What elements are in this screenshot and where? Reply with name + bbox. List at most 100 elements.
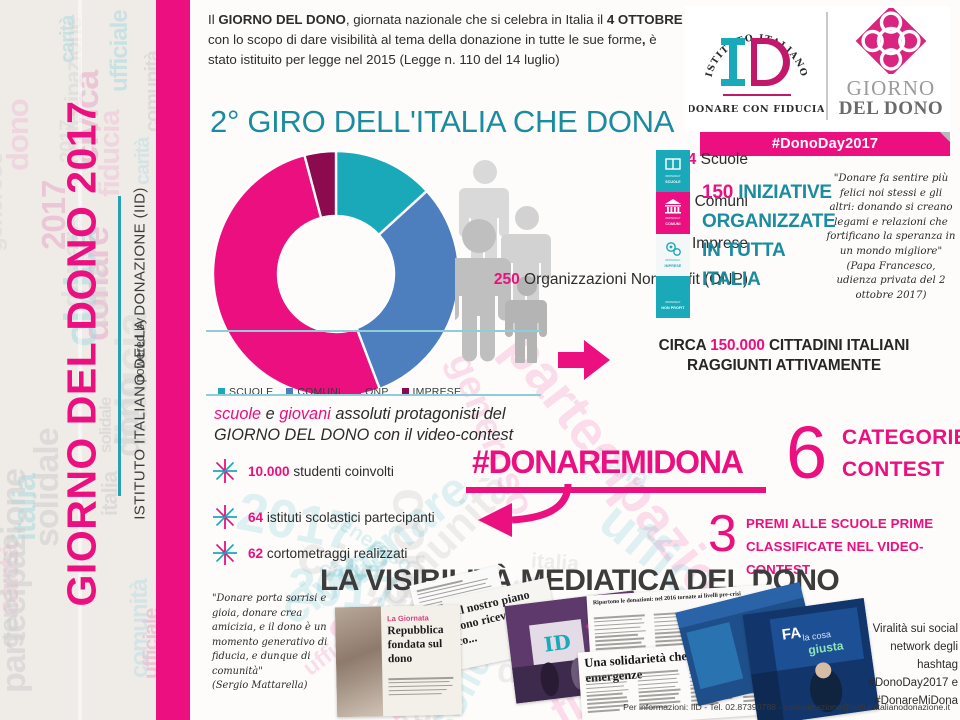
legend-swatch [218, 388, 225, 395]
hashtag-underline [466, 487, 766, 493]
bullet-label: studenti coinvolti [289, 464, 394, 479]
main-wordcloud-watermark: civicadonareufficialecomunitàfiducia2017… [190, 0, 960, 720]
star-bullet-icon [212, 504, 238, 530]
intro-segment-3: 4 OTTOBRE [606, 12, 683, 27]
tile-hashtag: #DONODAY [665, 259, 681, 262]
circa-suffix: CITTADINI ITALIANI [764, 337, 910, 354]
pope-quote: "Donare fa sentire più felici noi stessi… [826, 172, 956, 303]
intro-segment-2: , giornata nazionale che si celebra in I… [345, 12, 607, 27]
legend-label: IMPRESE [412, 386, 462, 398]
circa-top-rule [206, 330, 541, 332]
circa-number: 150.000 [710, 337, 765, 354]
hashtag-donaremidona: #DONAREMIDONA [472, 444, 744, 480]
sidebar-magenta-bar [156, 0, 190, 720]
six-number: 6 [786, 411, 828, 494]
svg-text:DONARE CON FIDUCIA: DONARE CON FIDUCIA [689, 104, 824, 115]
sidebar-organization: ISTITUTO ITALIANO DELLA DONAZIONE (IID) [131, 187, 149, 520]
intro-segment-0: Il [208, 12, 219, 27]
circa-line2: RAGGIUNTI ATTIVAMENTE [687, 357, 881, 374]
giorno-del-dono-logo: GIORNO DEL DONO [835, 5, 947, 126]
giro-title: 2° GIRO DELL'ITALIA CHE DONA [210, 104, 675, 139]
svg-text:ID: ID [543, 630, 572, 657]
circa-block: CIRCA 150.000 CITTADINI ITALIANI RAGGIUN… [610, 336, 958, 376]
intro-segment-1: GIORNO DEL DONO [218, 12, 346, 27]
pope-quote-text: "Donare fa sentire più felici noi stessi… [826, 173, 956, 257]
logo-divider [826, 12, 828, 120]
caption-rest: assoluti protagonisti del GIORNO DEL DON… [214, 405, 514, 444]
donut-slice-comuni [355, 189, 461, 391]
donut-chart [210, 148, 462, 400]
chart-legend: SCUOLE COMUNI ONP IMPRESE [218, 386, 474, 398]
bullet-item: 62 cortometraggi realizzati [248, 546, 407, 561]
stat-label: Organizzazioni Non Profit (ONP) [519, 271, 748, 288]
viralita-line1: Viralità sui social [872, 623, 958, 635]
stat-label: Imprese [687, 235, 748, 252]
pope-quote-attribution: (Papa Francesco, udienza privata del 2 o… [836, 260, 946, 301]
circa-prefix: CIRCA [658, 337, 711, 354]
wordcloud-word: generoso [0, 151, 9, 252]
svg-text:giusta: giusta [807, 638, 844, 657]
intro-segment-6: è stato istituito per legge nel 2015 (Le… [208, 32, 657, 67]
intro-paragraph: Il GIORNO DEL DONO, giornata nazionale c… [208, 10, 688, 70]
circa-bottom-rule [206, 394, 541, 396]
category-tile-scuole: #DONODAY SCUOLE [656, 150, 690, 192]
tile-hashtag: #DONODAY [665, 301, 681, 304]
mattarella-quote: "Donare porta sorrisi e gioia, donare cr… [212, 592, 337, 694]
left-sidebar: dono carità solidale civica donare ufficiale c… [0, 0, 190, 720]
legend-swatch [286, 388, 294, 395]
viralita-line2: network degli [890, 641, 958, 653]
clipping-photo [334, 606, 384, 718]
bullet-item: 10.000 studenti coinvolti [248, 464, 394, 479]
tile-hashtag: #DONODAY [665, 175, 681, 178]
iniziative-number: 150 [702, 182, 734, 203]
tile-name: IMPRESE [664, 264, 682, 268]
iniziative-word: INIZIATIVE [738, 182, 832, 203]
tile-name: NON PROFIT [661, 306, 685, 310]
wordcloud-word: partecipazione [0, 469, 34, 694]
legend-item-scuole: SCUOLE [218, 386, 273, 398]
bullet-value: 10.000 [248, 464, 290, 479]
three-number: 3 [708, 505, 737, 563]
caption-mid: e [261, 405, 280, 423]
legend-label: COMUNI [297, 386, 342, 398]
circa-text: CIRCA 150.000 CITTADINI ITALIANI RAGGIUN… [610, 336, 958, 376]
viralita-line5: #DonareMiDona [874, 695, 958, 707]
mattarella-quote-text: "Donare porta sorrisi e gioia, donare cr… [212, 593, 328, 677]
stat-value: 250 [493, 271, 520, 288]
press-clipping-repubblica: La Giornata Repubblica fondata sul dono [334, 604, 463, 718]
stat-label: Scuole [696, 151, 748, 168]
category-icon-column: #DONODAY SCUOLE #DONODAY COMUNI #DONODAY IMPR… [656, 150, 690, 318]
svg-text:la cosa: la cosa [802, 629, 832, 643]
iid-logo: ISTITUTO ITALIANO DONAZIONE DONARE CON F… [684, 0, 825, 126]
category-tile-non-profit: #DONODAY NON PROFIT [656, 276, 690, 318]
iniziative-line3: IN TUTTA ITALIA [702, 240, 785, 290]
stat-row: 250 Organizzazioni Non Profit (ONP) [494, 270, 748, 289]
tv-screenshot-fa-la-cosa-giusta: FA la cosa giusta [742, 598, 880, 720]
bullet-label: cortometraggi realizzati [263, 546, 408, 561]
legend-swatch [354, 388, 362, 395]
heart-icon [656, 276, 690, 304]
svg-text:FA: FA [781, 624, 803, 644]
intro-segment-4: con lo scopo di dare visibilità al tema … [208, 32, 642, 47]
iniziative-block: 150 INIZIATIVE ORGANIZZATE IN TUTTA ITAL… [702, 178, 842, 294]
six-labels: CATEGORIE CONTEST [842, 422, 960, 486]
bullet-value: 62 [248, 546, 264, 561]
classical-building-icon [665, 199, 681, 214]
bullet-item: 64 istituti scolastici partecipanti [248, 510, 435, 525]
six-line1: CATEGORIE [842, 426, 960, 449]
wordcloud-word: ufficiale [106, 10, 134, 93]
legend-label: ONP [365, 386, 389, 398]
iniziative-line2: ORGANIZZATE [702, 211, 836, 232]
main-content: civicadonareufficialecomunitàfiducia2017… [190, 0, 960, 720]
six-line2: CONTEST [842, 458, 945, 481]
legend-label: SCUOLE [229, 386, 274, 398]
tile-name: COMUNI [665, 222, 681, 226]
star-bullet-icon [212, 540, 238, 566]
sidebar-title: GIORNO DEL DONO 2017 [58, 100, 105, 607]
gears-icon [666, 242, 681, 256]
intro-segment-5: , [641, 32, 646, 47]
gdd-logo-word-giorno: GIORNO [846, 76, 936, 100]
three-line2: CLASSIFICATE NEL VIDEO-CONTEST [746, 539, 924, 577]
book-icon [665, 158, 681, 170]
